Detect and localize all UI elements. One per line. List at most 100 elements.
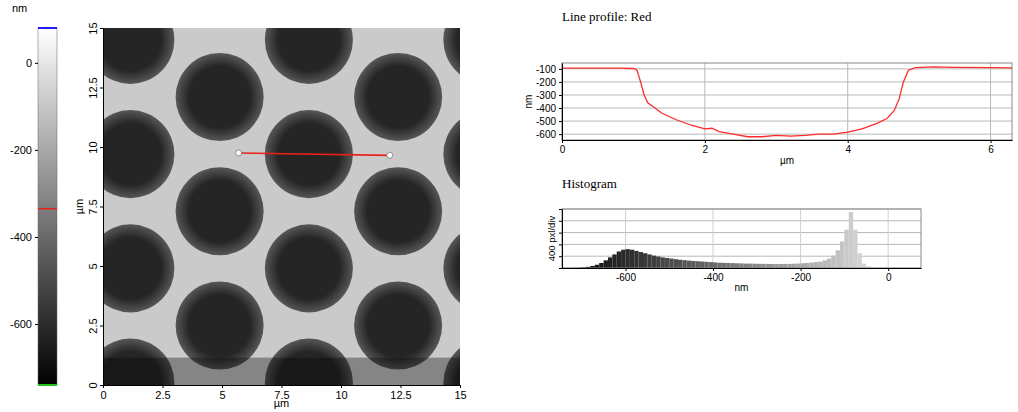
tick-label: -400 [536, 103, 556, 114]
histogram-bar [678, 260, 682, 268]
histogram-bar [617, 251, 621, 268]
plot-frame [562, 63, 1012, 140]
tick-label: 0 [886, 272, 892, 283]
histogram-bar [770, 264, 774, 268]
histogram-bar [704, 262, 708, 268]
grid [562, 63, 1012, 140]
tick-mark [100, 28, 103, 29]
histogram-bar [840, 241, 844, 268]
tick [559, 244, 562, 245]
tick: -200 [10, 144, 38, 156]
histogram-bar [844, 230, 848, 268]
histogram-bar [822, 260, 826, 268]
tick: -400 [536, 103, 562, 114]
grid-line [562, 232, 921, 233]
tick: 0 [100, 385, 106, 401]
tick-mark [35, 150, 38, 151]
tick-mark [100, 88, 103, 89]
grid [562, 209, 921, 268]
tick-mark [559, 95, 562, 96]
color-bar-max [38, 27, 57, 29]
tick-mark [100, 385, 103, 386]
color-bar-title: nm [12, 2, 27, 14]
plot-frame [562, 209, 921, 268]
tick: 0 [560, 140, 566, 155]
histogram-bar [612, 254, 616, 268]
tick-mark [625, 268, 626, 271]
hole [176, 167, 264, 255]
hole [354, 167, 442, 255]
histogram-bar [805, 263, 809, 268]
histogram-bar [643, 253, 647, 268]
tick-mark [713, 268, 714, 271]
axis-line [562, 210, 563, 269]
histogram-bar [639, 252, 643, 268]
histogram-bar [809, 263, 813, 268]
tick-mark [100, 326, 103, 327]
tick-mark [341, 385, 342, 388]
tick-mark [35, 324, 38, 325]
tick: -600 [10, 318, 38, 330]
color-bar-cursor [38, 208, 57, 210]
tick: -400 [10, 231, 38, 243]
histogram-bar [858, 253, 862, 268]
tick-label: 10 [87, 141, 99, 153]
hole [354, 53, 442, 141]
hole [443, 28, 460, 84]
profile-curve [562, 67, 1012, 137]
tick-mark [559, 221, 562, 222]
hole [354, 281, 442, 369]
tick-mark [100, 147, 103, 148]
histogram-bar [665, 258, 669, 268]
histogram-bar [752, 264, 756, 268]
tick-mark [559, 244, 562, 245]
axis-line [563, 268, 922, 269]
tick-mark [848, 140, 849, 143]
tick: 0 [886, 268, 892, 283]
tick-label: 15 [454, 389, 466, 401]
histogram-bar [735, 263, 739, 268]
tick-mark [559, 209, 562, 210]
axis-line [563, 140, 1013, 141]
tick-label: 0 [26, 57, 32, 69]
hole [176, 53, 264, 141]
tick: -200 [791, 268, 811, 283]
tick-label: -200 [536, 77, 556, 88]
tick-label: 0 [87, 382, 99, 388]
histogram-bar [604, 260, 608, 268]
histogram-panel: Histogram-600-400-2000nm400 pxl/div [546, 176, 922, 293]
axis-line [103, 29, 104, 386]
histogram-bar [801, 263, 805, 268]
tick-mark [991, 140, 992, 143]
histogram-bar [700, 262, 704, 268]
tick-label: 0 [560, 144, 566, 155]
histogram-bar [726, 263, 730, 268]
tick: -600 [536, 129, 562, 140]
histogram-bar [630, 250, 634, 268]
histogram-bar [599, 263, 603, 268]
histogram-bar [849, 212, 853, 268]
tick-label: -200 [791, 272, 811, 283]
tick-mark [35, 237, 38, 238]
tick-label: 2.5 [155, 389, 170, 401]
tick-mark [559, 233, 562, 234]
histogram-bar [621, 250, 625, 268]
histogram-bar [766, 264, 770, 268]
axis: 02.557.51012.515 [87, 22, 104, 388]
histogram-bar [774, 264, 778, 268]
tick-mark [559, 121, 562, 122]
histogram-bar [779, 264, 783, 268]
histogram-bar [656, 256, 660, 268]
tick-label: 0 [100, 389, 106, 401]
tick: 10 [335, 385, 347, 401]
tick-label: -300 [536, 90, 556, 101]
tick: 10 [87, 141, 103, 153]
tick-mark [801, 268, 802, 271]
hole [265, 224, 353, 312]
tick: 7.5 [87, 199, 103, 214]
grid-line [713, 209, 714, 268]
grid-line [800, 209, 801, 268]
tick-label: 4 [845, 144, 851, 155]
tick: 5 [87, 263, 103, 269]
hole [443, 224, 460, 312]
